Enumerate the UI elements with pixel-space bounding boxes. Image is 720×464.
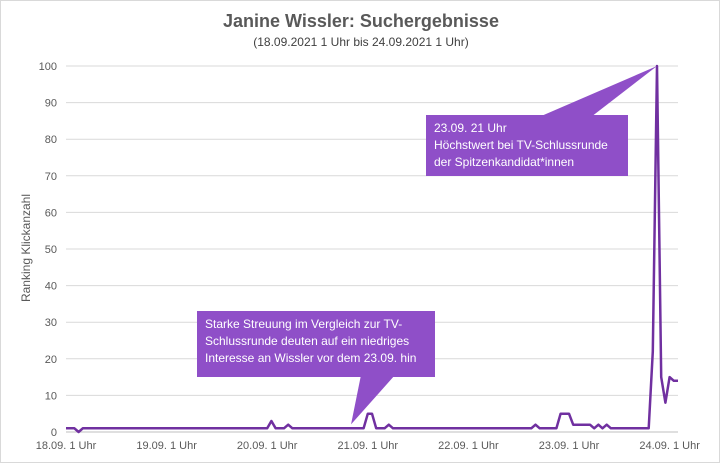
annotation-low: Starke Streuung im Vergleich zur TV- Sch… — [197, 311, 435, 377]
y-tick-label: 0 — [51, 427, 57, 439]
y-tick-label: 70 — [45, 171, 57, 183]
annotation-low-line-3: Interesse an Wissler vor dem 23.09. hin — [205, 351, 417, 365]
x-tick-label: 18.09. 1 Uhr — [36, 440, 97, 452]
y-tick-label: 10 — [45, 390, 57, 402]
annotation-peak-line-2: Höchstwert bei TV-Schlussrunde — [434, 138, 608, 152]
x-tick-label: 21.09. 1 Uhr — [338, 440, 399, 452]
annotation-low-line-1: Starke Streuung im Vergleich zur TV- — [205, 317, 403, 331]
y-tick-label: 20 — [45, 354, 57, 366]
chart-subtitle: (18.09.2021 1 Uhr bis 24.09.2021 1 Uhr) — [253, 35, 469, 49]
chart-title: Janine Wissler: Suchergebnisse — [223, 11, 499, 31]
y-tick-label: 60 — [45, 207, 57, 219]
annotation-low-pointer — [351, 375, 395, 425]
y-tick-label: 30 — [45, 317, 57, 329]
y-tick-label: 80 — [45, 134, 57, 146]
x-tick-label: 24.09. 1 Uhr — [639, 440, 700, 452]
annotation-peak-line-1: 23.09. 21 Uhr — [434, 121, 507, 135]
y-tick-label: 100 — [39, 61, 57, 73]
x-tick-label: 23.09. 1 Uhr — [539, 440, 600, 452]
y-tick-label: 40 — [45, 281, 57, 293]
x-tick-label: 20.09. 1 Uhr — [237, 440, 298, 452]
series-line — [66, 64, 678, 434]
annotation-low-line-2: Schlussrunde deuten auf ein niedriges — [205, 334, 410, 348]
annotation-peak-line-3: der Spitzenkandidat*innen — [434, 155, 575, 169]
y-tick-label: 50 — [45, 244, 57, 256]
annotation-peak-pointer — [539, 66, 658, 117]
y-tick-label: 90 — [45, 98, 57, 110]
annotation-peak: 23.09. 21 Uhr Höchstwert bei TV-Schlussr… — [426, 115, 628, 176]
x-tick-label: 22.09. 1 Uhr — [438, 440, 499, 452]
x-tick-label: 19.09. 1 Uhr — [136, 440, 197, 452]
